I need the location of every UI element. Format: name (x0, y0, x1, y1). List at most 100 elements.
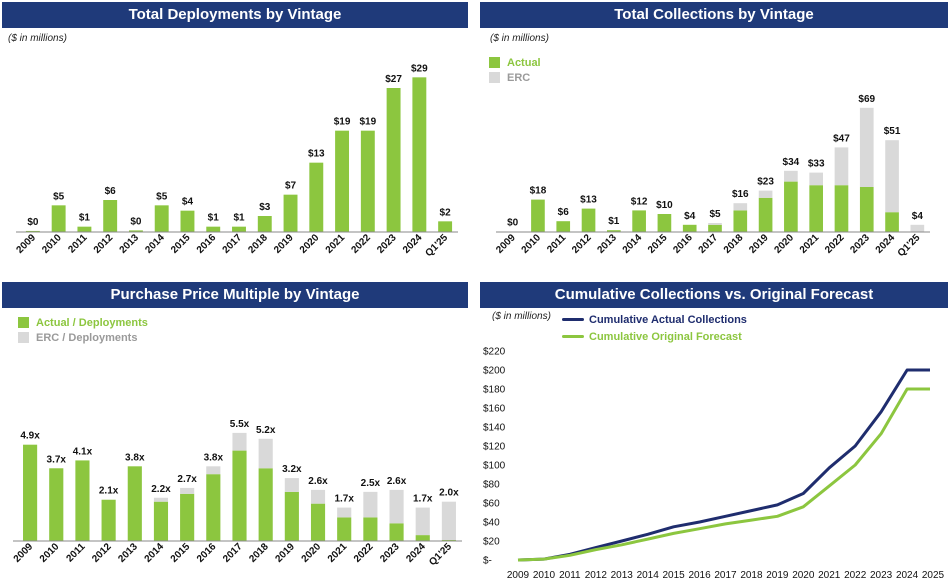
multiple-bar-erc (415, 507, 430, 536)
deployments-bar (335, 130, 350, 232)
multiple-tick-label: 2020 (300, 541, 324, 565)
legend-actual-label: Actual (507, 56, 541, 69)
collections-tick-label: 2010 (520, 232, 544, 256)
deployments-data-label: $1 (79, 213, 91, 224)
deployments-unit-note: ($ in millions) (8, 33, 67, 44)
collections-tick-label: 2016 (671, 232, 695, 256)
collections-tick-label: Q1'25 (896, 232, 923, 259)
deployments-bar (438, 221, 453, 232)
legend-erc-deployments: ERC / Deployments (18, 330, 148, 345)
deployments-tick-label: 2010 (40, 232, 64, 256)
cumulative-forecast-line (517, 387, 930, 562)
multiple-bar-erc (389, 489, 404, 524)
multiple-bar-actual (284, 491, 299, 541)
legend-actual-deployments-swatch (18, 317, 29, 328)
deployments-data-label: $4 (182, 197, 194, 208)
multiple-data-label: 2.1x (99, 486, 119, 497)
cumulative-y-tick-label: $180 (483, 385, 506, 396)
deployments-tick-label: 2022 (349, 232, 373, 256)
deployments-bar (309, 162, 324, 232)
collections-tick-label: 2011 (545, 232, 568, 255)
collections-panel: Total Collections by Vintage ($ in milli… (480, 2, 948, 277)
multiple-tick-label: 2017 (221, 541, 245, 565)
collections-data-label: $4 (684, 211, 696, 222)
deployments-data-label: $19 (359, 117, 376, 128)
multiple-bar-erc (180, 487, 195, 494)
collections-data-label: $51 (884, 126, 901, 137)
deployments-bar (128, 230, 143, 232)
collections-bar-erc (784, 170, 798, 182)
cumulative-x-tick-label: 2023 (870, 570, 893, 581)
multiple-data-label: 2.2x (151, 484, 171, 495)
multiple-bar-actual (389, 523, 404, 541)
cumulative-chart: $- $20 $40 $60 $80 $100 $120 $140 $160 $180 $200 $2… (483, 347, 945, 581)
collections-chart: $0 2009 $18 2010 $6 2011 $13 2012 $1 2013 $12 2014 $… (494, 94, 930, 259)
collections-data-label: $47 (833, 133, 850, 144)
cumulative-x-tick-label: 2009 (507, 570, 530, 581)
multiple-tick-label: 2024 (404, 541, 428, 565)
collections-bar-actual (531, 199, 545, 232)
deployments-bar (257, 216, 272, 232)
collections-data-label: $4 (912, 211, 924, 222)
multiple-data-label: 5.5x (230, 419, 250, 430)
legend-actual-deployments-label: Actual / Deployments (36, 316, 148, 329)
cumulative-y-tick-label: $120 (483, 442, 506, 453)
collections-data-label: $16 (732, 189, 749, 200)
collections-bar-actual (885, 212, 899, 232)
collections-bar-erc (733, 203, 748, 211)
cumulative-y-tick-label: $- (483, 556, 492, 567)
deployments-bar (360, 130, 375, 232)
deployments-tick-label: 2013 (118, 232, 142, 256)
collections-bar-erc (758, 190, 773, 198)
legend-cumulative-actual-swatch (562, 318, 584, 321)
collections-bar-erc (708, 223, 722, 225)
collections-bar-erc (834, 147, 849, 186)
multiple-tick-label: 2012 (90, 541, 114, 565)
cumulative-x-tick-label: 2018 (740, 570, 763, 581)
multiple-bar-actual (337, 517, 352, 541)
collections-data-label: $6 (558, 207, 570, 218)
multiple-data-label: 4.9x (20, 431, 40, 442)
cumulative-x-tick-label: 2011 (559, 570, 581, 581)
legend-cumulative-actual-label: Cumulative Actual Collections (589, 313, 747, 326)
deployments-data-label: $3 (259, 202, 271, 213)
deployments-tick-label: 2023 (375, 232, 399, 256)
collections-bar-actual (784, 181, 798, 232)
multiple-data-label: 3.2x (282, 464, 302, 475)
multiple-bar-actual (232, 450, 247, 541)
cumulative-x-tick-label: 2021 (818, 570, 841, 581)
deployments-tick-label: 2012 (92, 232, 116, 256)
deployments-data-label: $27 (385, 74, 402, 85)
collections-tick-label: 2009 (494, 232, 518, 256)
collections-tick-label: 2017 (697, 232, 721, 256)
deployments-data-label: $13 (308, 149, 325, 160)
collections-bar-actual (682, 224, 697, 232)
multiple-bar-actual (415, 535, 430, 541)
deployments-tick-label: 2017 (221, 232, 245, 256)
legend-cumulative-forecast-swatch (562, 335, 584, 338)
deployments-data-label: $0 (27, 217, 39, 228)
cumulative-x-tick-label: 2013 (611, 570, 634, 581)
collections-bar-actual (657, 214, 672, 232)
multiple-bar-erc (258, 438, 273, 469)
deployments-bar (232, 226, 246, 232)
multiple-title: Purchase Price Multiple by Vintage (2, 282, 468, 308)
legend-actual: Actual (489, 55, 541, 70)
deployments-data-label: $1 (208, 213, 220, 224)
deployments-data-label: $2 (440, 207, 452, 218)
collections-data-label: $10 (656, 200, 673, 211)
cumulative-x-tick-label: 2020 (792, 570, 815, 581)
multiple-bar-actual (180, 493, 195, 541)
deployments-tick-label: 2021 (324, 232, 348, 256)
deployments-bar (283, 194, 298, 232)
deployments-tick-label: 2009 (14, 232, 38, 256)
deployments-tick-label: 2019 (272, 232, 296, 256)
collections-data-label: $1 (608, 216, 620, 227)
multiple-bar-erc (310, 489, 326, 504)
deployments-chart: $0 2009 $5 2010 $1 2011 $6 2012 $0 2013 $5 2014 $4 20… (14, 63, 458, 259)
collections-tick-label: 2020 (772, 232, 796, 256)
legend-cumulative-forecast-label: Cumulative Original Forecast (589, 330, 742, 343)
deployments-data-label: $29 (411, 63, 428, 74)
collections-bar-actual (809, 185, 824, 232)
collections-tick-label: 2018 (722, 232, 746, 256)
